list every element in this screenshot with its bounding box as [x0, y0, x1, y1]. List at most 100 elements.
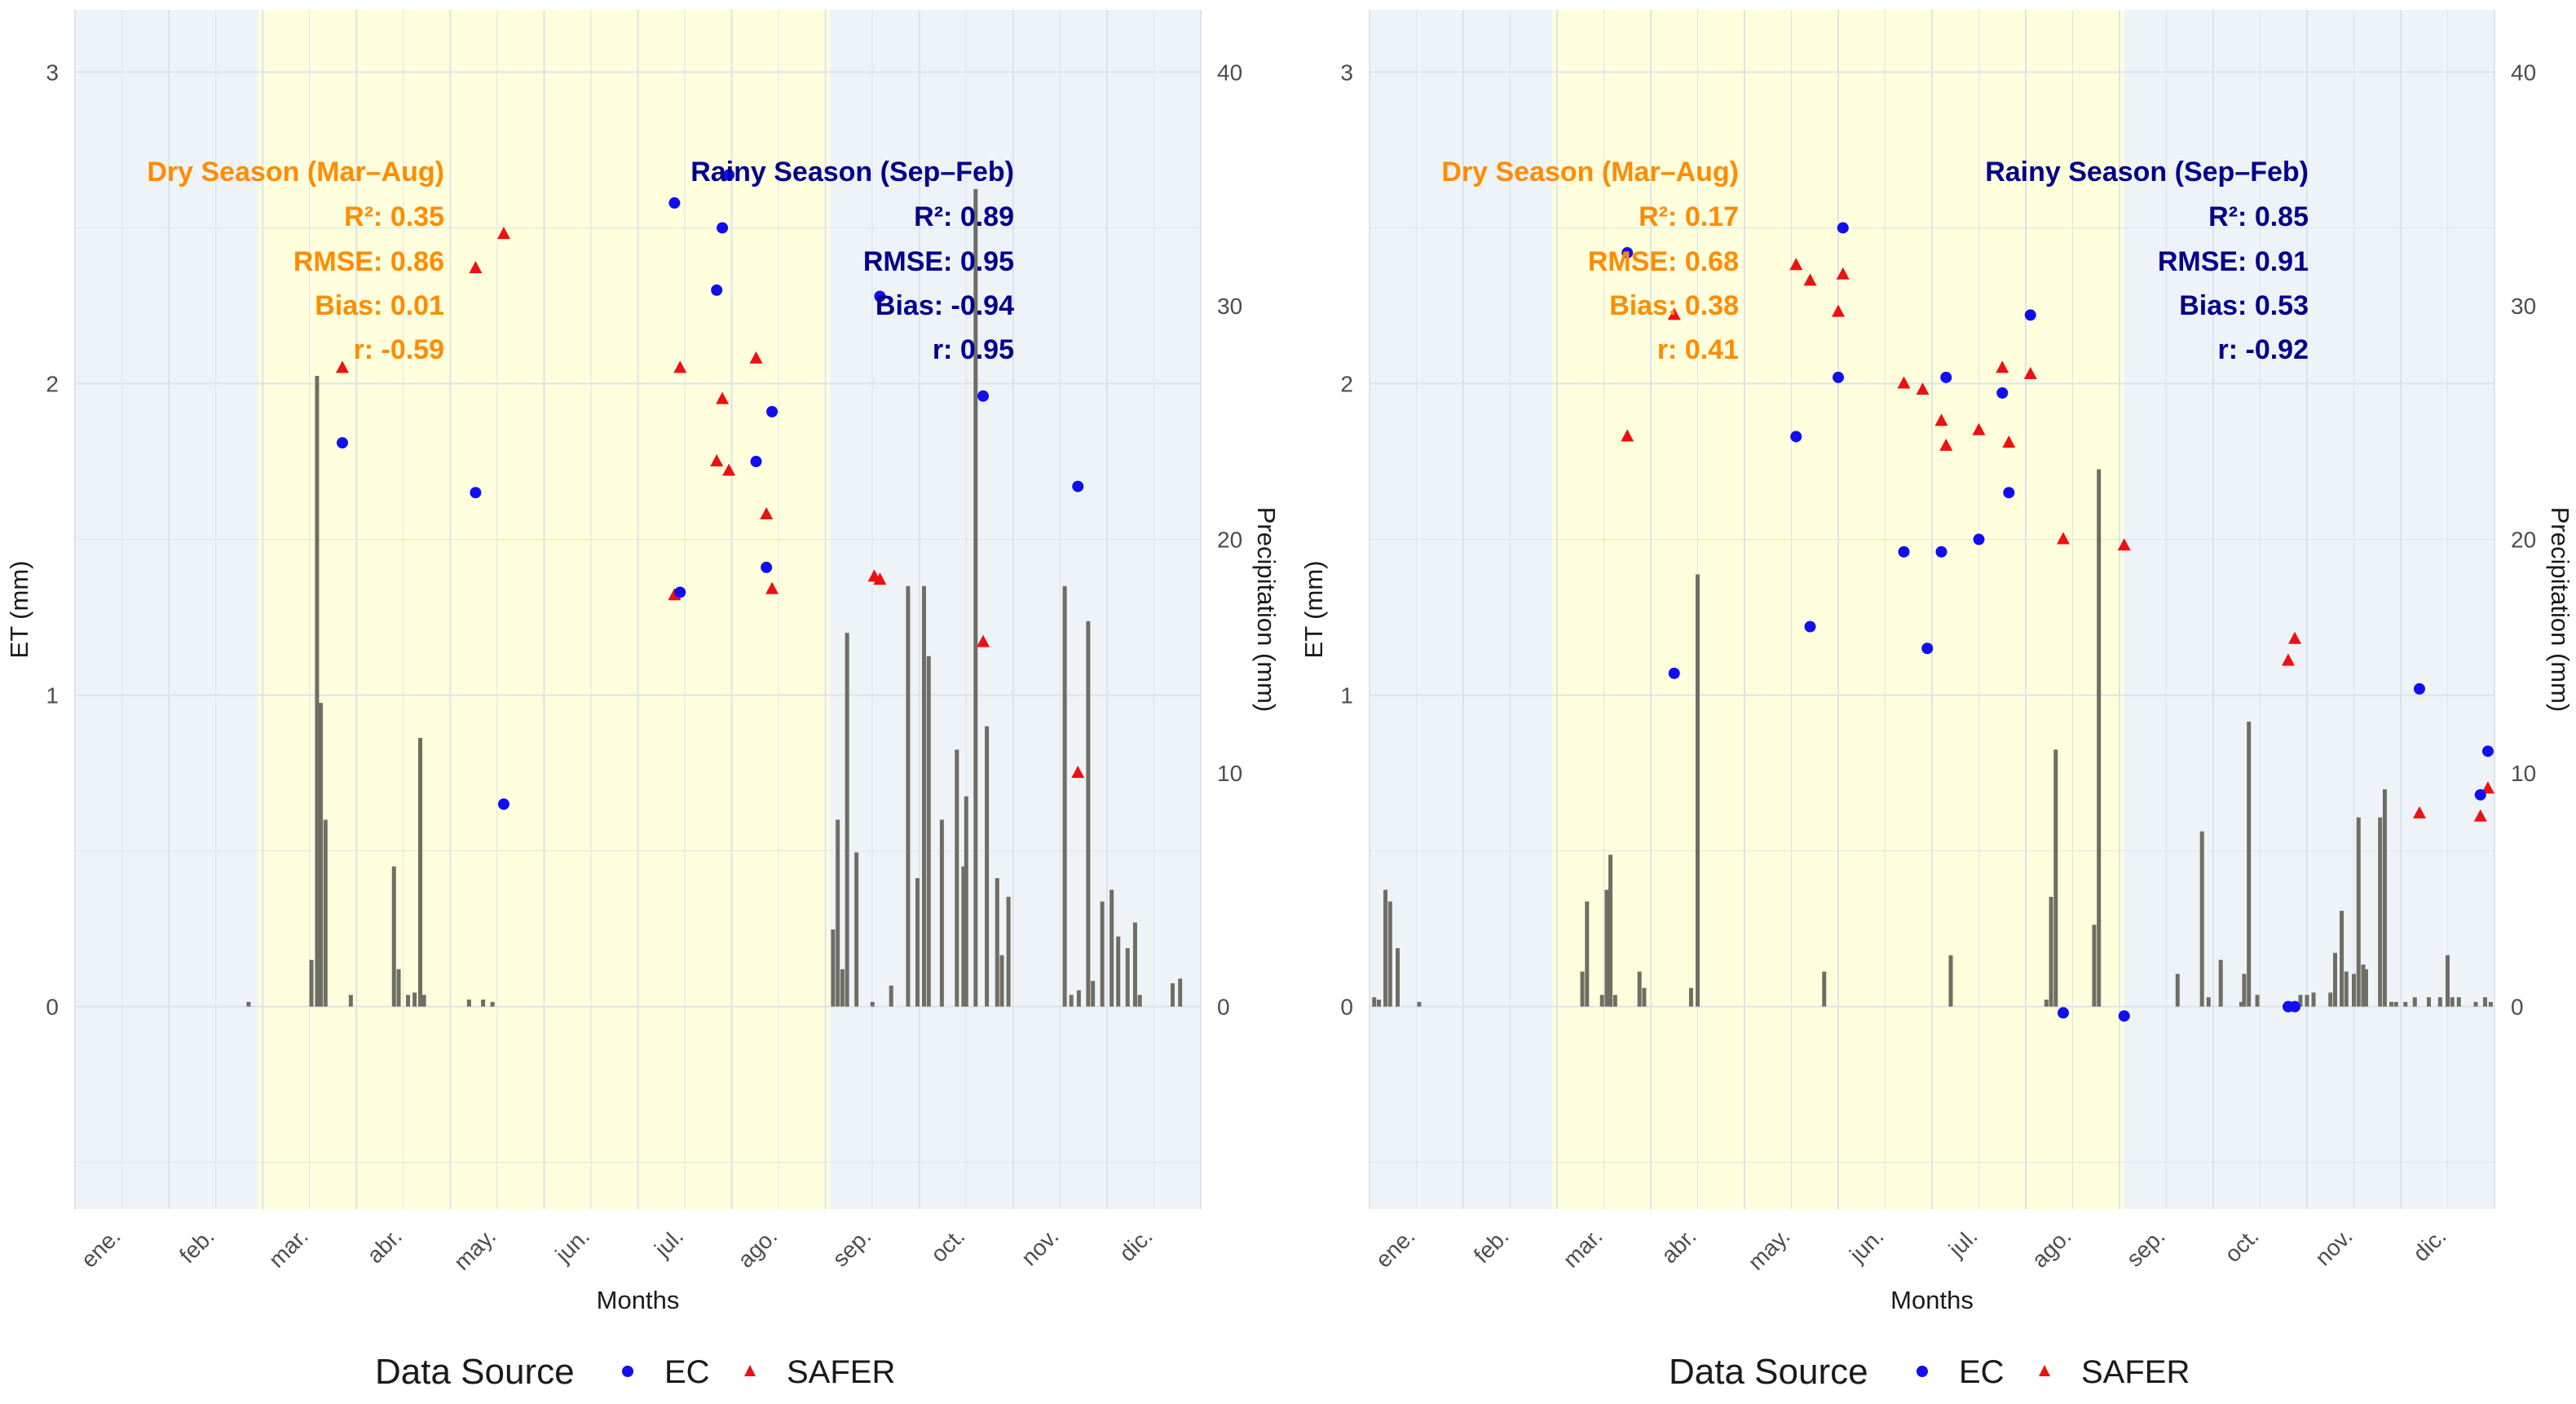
ec-point — [2474, 788, 2486, 801]
safer-point — [1916, 382, 1930, 395]
precip-bar — [2199, 831, 2204, 1007]
precip-bar — [309, 960, 314, 1007]
precip-bar — [939, 819, 944, 1007]
ec-point — [723, 169, 735, 181]
rainy-stat-r: r: 0.95 — [933, 334, 1014, 365]
y-axis-title: ET (mm) — [5, 561, 33, 659]
ec-point — [761, 561, 773, 573]
y-tick-label: 3 — [46, 60, 59, 85]
y2-tick-label: 10 — [2511, 761, 2536, 786]
rainy-stat-rmse: RMSE: 0.95 — [863, 246, 1014, 277]
dry-stat-title: Dry Season (Mar–Aug) — [1441, 157, 1739, 188]
month-tick-label: feb. — [1469, 1223, 1514, 1268]
ec-point — [2118, 1010, 2130, 1022]
precip-bar — [845, 633, 849, 1007]
precip-bar — [1100, 901, 1105, 1007]
precip-bar — [396, 969, 401, 1007]
month-tick-label: oct. — [926, 1223, 970, 1267]
precip-bar — [2356, 817, 2361, 1007]
precip-bar — [1396, 947, 1400, 1007]
y2-tick-label: 20 — [1217, 528, 1242, 553]
precip-bar — [2175, 974, 2180, 1007]
precip-bar — [961, 866, 966, 1007]
ec-point — [1898, 545, 1910, 558]
safer-point — [873, 572, 887, 585]
safer-point — [2481, 781, 2494, 794]
precip-bar — [1377, 999, 1381, 1007]
ec-point — [336, 437, 348, 449]
y-tick-label: 3 — [1340, 60, 1353, 85]
precip-bar — [1585, 901, 1590, 1007]
precip-bar — [1608, 854, 1613, 1007]
precip-bar — [1086, 620, 1091, 1007]
y-tick-label: 0 — [1340, 995, 1353, 1020]
precip-bar — [2403, 1001, 2408, 1007]
safer-point — [1972, 422, 1986, 435]
y-tick-label: 2 — [46, 371, 59, 396]
safer-point — [760, 506, 774, 519]
legend-ec-marker — [622, 1366, 633, 1377]
safer-point — [1934, 413, 1948, 426]
precip-bar — [2352, 974, 2356, 1007]
dry-stat-r: r: -0.59 — [354, 334, 445, 365]
precip-bar — [1642, 987, 1647, 1007]
precip-bar — [973, 188, 978, 1007]
precip-bar — [323, 819, 328, 1007]
ec-point — [668, 196, 681, 209]
safer-point — [673, 360, 687, 373]
precip-bar — [412, 992, 417, 1007]
month-tick-label: mar. — [264, 1223, 313, 1272]
safer-point — [765, 581, 779, 594]
precip-bar — [836, 819, 840, 1007]
precip-bar — [1069, 995, 1074, 1007]
ec-point — [1833, 371, 1844, 383]
safer-point — [1789, 258, 1803, 271]
precip-bar — [1076, 990, 1081, 1007]
precip-bar — [2412, 997, 2417, 1007]
month-tick-label: nov. — [2310, 1223, 2358, 1270]
ec-point — [750, 456, 762, 468]
safer-point — [1897, 376, 1911, 389]
safer-point — [716, 391, 730, 404]
precip-bar — [906, 585, 911, 1007]
precip-bar — [1948, 955, 1953, 1007]
rainy-stat-title: Rainy Season (Sep–Feb) — [1985, 157, 2309, 188]
precip-bar — [1091, 981, 1096, 1007]
rainy-stat-title: Rainy Season (Sep–Feb) — [690, 157, 1014, 188]
precip-bar — [421, 995, 426, 1007]
precip-bar — [2378, 817, 2383, 1007]
ec-point — [1072, 480, 1084, 492]
precip-bar — [1580, 971, 1585, 1007]
month-tick-label: jun. — [1844, 1223, 1889, 1268]
legend-title: Data Source — [375, 1352, 575, 1392]
legend-safer-label: SAFER — [787, 1354, 895, 1390]
precip-bar — [1822, 971, 1827, 1007]
y-tick-label: 1 — [46, 683, 59, 709]
precip-bar — [319, 703, 324, 1007]
ec-point — [711, 284, 723, 296]
ec-point — [2003, 487, 2015, 499]
ec-point — [1921, 642, 1934, 655]
precip-bar — [915, 877, 920, 1007]
precip-bar — [2340, 911, 2344, 1007]
ec-point — [470, 487, 482, 499]
ec-point — [1804, 620, 1816, 633]
precip-bar — [1006, 896, 1011, 1007]
precip-bar — [2242, 974, 2247, 1007]
precip-bar — [2328, 992, 2333, 1007]
dry-stat-r2: R²: 0.17 — [1639, 201, 1739, 232]
y2-axis-title: Precipitation (mm) — [2546, 507, 2574, 713]
precip-bar — [1599, 995, 1604, 1007]
precip-bar — [2437, 997, 2442, 1007]
y-tick-label: 2 — [1340, 371, 1353, 396]
month-tick-label: may. — [449, 1223, 501, 1274]
precip-bar — [2239, 1001, 2243, 1007]
precip-bar — [315, 375, 320, 1007]
precip-bar — [1109, 890, 1114, 1007]
safer-point — [1832, 304, 1845, 317]
safer-point — [977, 634, 990, 647]
precip-bar — [2344, 971, 2349, 1007]
safer-point — [2288, 631, 2302, 644]
